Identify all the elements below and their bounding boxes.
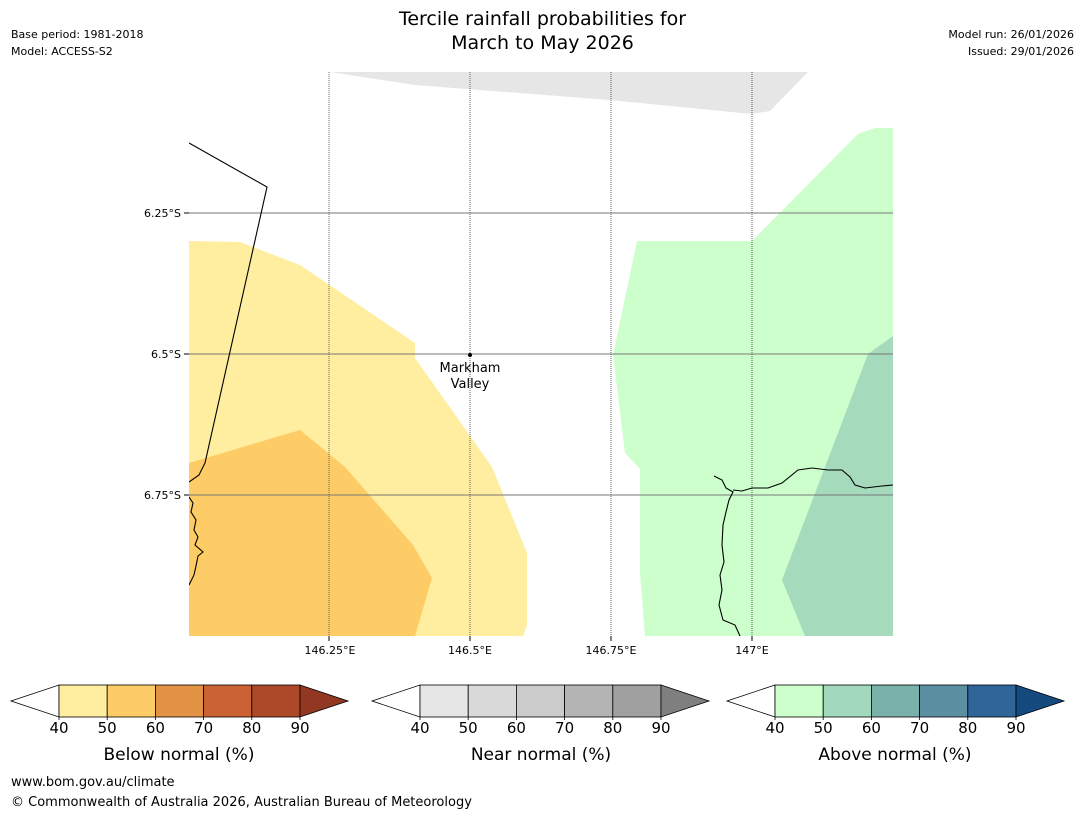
colorbar-segment — [774, 684, 824, 718]
forecast-map: 6.25°S 6.5°S 6.75°S 146.25°E 146.5°E 146… — [144, 72, 893, 657]
lon-label: 146.5°E — [448, 644, 492, 657]
colorbar-extend-low — [9, 684, 60, 718]
run-info: Model run: 26/01/2026 Issued: 29/01/2026 — [948, 26, 1074, 60]
colorbar-tick-label: 50 — [814, 719, 833, 737]
map-fill-layers — [189, 72, 893, 636]
colorbar-segment — [154, 684, 204, 718]
colorbar-segment — [516, 684, 566, 718]
below-normal-region-50 — [189, 430, 432, 636]
colorbar-below-normal: 40 50 60 70 80 90 — [9, 684, 350, 737]
colorbar-extend-high — [1015, 684, 1066, 718]
colorbar-tick-label: 90 — [290, 719, 309, 737]
place-name-line-2: Valley — [451, 377, 490, 392]
title-line-2: March to May 2026 — [451, 32, 634, 54]
colorbar-extend-high — [299, 684, 350, 718]
colorbar-tick-label: 70 — [194, 719, 213, 737]
colorbar-above-normal: 40 50 60 70 80 90 — [725, 684, 1066, 737]
colorbar-segment — [419, 684, 469, 718]
colorbar-segment — [58, 684, 108, 718]
colorbar-tick-label: 90 — [1006, 719, 1025, 737]
colorbar-segment — [822, 684, 872, 718]
colorbar-tick-label: 80 — [603, 719, 622, 737]
boundaries — [189, 142, 893, 636]
colorbar-tick-label: 60 — [146, 719, 165, 737]
colorbar-extend-low — [370, 684, 421, 718]
colorbar-extend-high — [660, 684, 711, 718]
colorbar-tick-label: 40 — [49, 719, 68, 737]
axis-ticks — [184, 212, 753, 641]
colorbar-segment — [564, 684, 614, 718]
colorbar-tick-label: 70 — [555, 719, 574, 737]
lat-label: 6.5°S — [151, 348, 181, 361]
lat-label: 6.25°S — [144, 207, 181, 220]
colorbar-title-below: Below normal (%) — [103, 745, 255, 765]
colorbar-segment — [467, 684, 517, 718]
border-line — [189, 142, 268, 483]
base-info: Base period: 1981-2018 Model: ACCESS-S2 — [11, 26, 143, 60]
axis-labels: 6.25°S 6.5°S 6.75°S 146.25°E 146.5°E 146… — [144, 207, 769, 657]
title-line-1: Tercile rainfall probabilities for — [398, 8, 687, 30]
lon-label: 147°E — [735, 644, 768, 657]
colorbar-title-near: Near normal (%) — [470, 745, 612, 765]
base-period: Base period: 1981-2018 — [11, 28, 144, 41]
place-marker-markham-valley: Markham Valley — [440, 353, 501, 392]
footer-url[interactable]: www.bom.gov.au/climate — [11, 775, 175, 790]
colorbar-tick-label: 60 — [862, 719, 881, 737]
colorbar-legends: 40 50 60 70 80 90 40 50 60 70 80 90 40 50 60 70 80 90 — [9, 684, 1066, 737]
colorbar-tick-label: 70 — [910, 719, 929, 737]
model-name: Model: ACCESS-S2 — [11, 45, 113, 58]
colorbar-tick-label: 80 — [958, 719, 977, 737]
colorbar-segment — [871, 684, 921, 718]
colorbar-tick-label: 50 — [98, 719, 117, 737]
colorbar-near-normal: 40 50 60 70 80 90 — [370, 684, 711, 737]
colorbar-segment — [251, 684, 301, 718]
model-run: Model run: 26/01/2026 — [948, 28, 1074, 41]
river-east-branch — [732, 467, 893, 492]
lon-label: 146.75°E — [586, 644, 637, 657]
colorbar-extend-low — [725, 684, 776, 718]
colorbar-tick-label: 90 — [651, 719, 670, 737]
place-name-line-1: Markham — [440, 361, 501, 376]
footer-copyright: © Commonwealth of Australia 2026, Austra… — [11, 795, 472, 810]
chart-title: Tercile rainfall probabilities for March… — [0, 7, 1085, 55]
colorbar-segment — [967, 684, 1017, 718]
river-east — [713, 475, 741, 636]
lon-label: 146.25°E — [305, 644, 356, 657]
colorbar-tick-label: 40 — [765, 719, 784, 737]
coastline-west — [189, 496, 204, 586]
colorbar-tick-label: 50 — [459, 719, 478, 737]
colorbar-tick-label: 40 — [410, 719, 429, 737]
place-dot — [468, 353, 472, 357]
colorbar-tick-label: 80 — [242, 719, 261, 737]
colorbar-segment — [612, 684, 662, 718]
colorbar-segment — [203, 684, 253, 718]
issued-date: Issued: 29/01/2026 — [967, 45, 1074, 58]
colorbar-segment — [106, 684, 156, 718]
colorbar-segment — [919, 684, 969, 718]
above-normal-region-50 — [782, 336, 893, 636]
lat-label: 6.75°S — [144, 489, 181, 502]
near-normal-region-40 — [330, 72, 808, 114]
colorbar-title-above: Above normal (%) — [818, 745, 972, 765]
colorbar-tick-label: 60 — [507, 719, 526, 737]
